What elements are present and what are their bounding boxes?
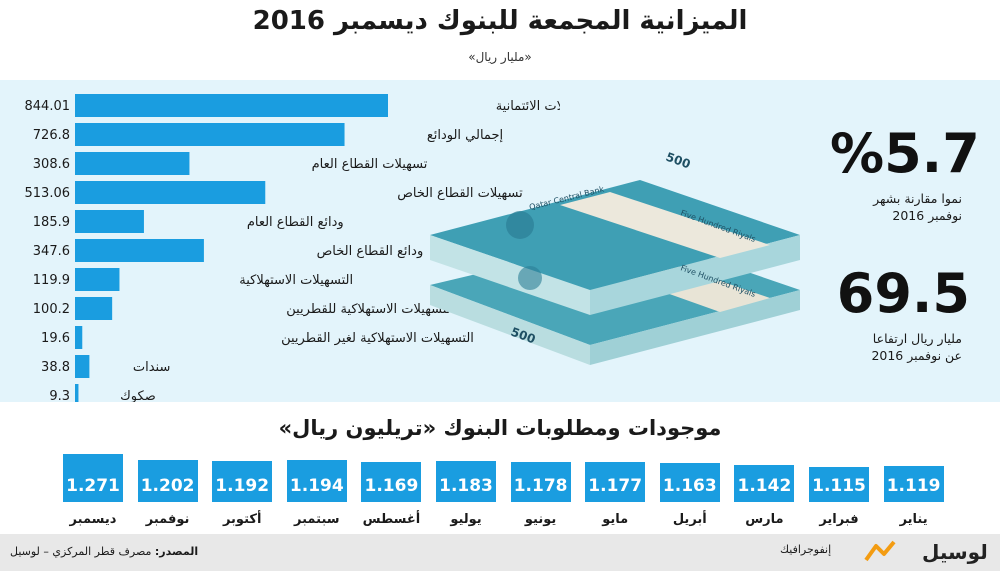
growth-percent-value: %5.7	[830, 122, 980, 185]
month-value-label: 1.192	[215, 475, 270, 496]
month-label: مايو	[602, 512, 629, 527]
month-label: يونيو	[524, 512, 557, 527]
monthly-assets-chart: 1.271 ديسمبر 1.202 نوفمبر 1.192 أكتوبر 1.194 سب…	[0, 452, 1000, 527]
brand-logo-text: لوسيل	[922, 540, 988, 564]
horizontal-bar-chart: 844.01 التسهيلات الائتمانية 726.8 إجمالي ال…	[25, 94, 560, 402]
bar-5	[75, 239, 204, 262]
month-value-box: 1.192	[212, 460, 273, 502]
source-text: مصرف قطر المركزي – لوسيل	[10, 545, 152, 558]
bar-1	[75, 123, 345, 146]
month-value-box: 1.119	[883, 466, 944, 502]
bar-category-label: تسهيلات القطاع العام	[312, 157, 428, 172]
bar-value-label: 513.06	[25, 186, 71, 201]
month-label: يناير	[899, 512, 928, 527]
lusail-logo-icon	[864, 540, 896, 562]
month-label: نوفمبر	[145, 512, 190, 527]
month-label: ديسمبر	[69, 512, 117, 527]
growth-caption-line-1: نموا مقارنة بشهر	[873, 191, 962, 206]
increase-caption-line-1: مليار ريال ارتفاعا	[872, 331, 962, 346]
bar-2	[75, 152, 190, 175]
month-value-box: 1.163	[659, 462, 720, 502]
month-value-label: 1.115	[812, 475, 866, 496]
bar-9	[75, 355, 90, 378]
increase-value: 69.5	[836, 262, 970, 325]
bar-category-label: إجمالي الودائع	[427, 128, 503, 143]
bar-value-label: 19.6	[41, 331, 70, 346]
bar-8	[75, 326, 83, 349]
month-value-box: 1.169	[361, 462, 422, 502]
growth-caption-line-2: نوفمبر 2016	[892, 208, 962, 223]
bar-value-label: 100.2	[33, 302, 70, 317]
page-title: الميزانية المجمعة للبنوك ديسمبر 2016	[252, 6, 748, 36]
bar-value-label: 308.6	[33, 157, 70, 172]
month-label: أكتوبر	[222, 512, 262, 527]
month-value-box: 1.271	[63, 454, 123, 502]
month-value-label: 1.202	[140, 475, 195, 496]
month-value-box: 1.194	[286, 460, 347, 502]
bar-value-label: 844.01	[25, 99, 71, 114]
month-value-label: 1.178	[513, 475, 568, 496]
bar-category-label: تسهيلات القطاع الخاص	[397, 186, 523, 201]
month-value-box: 1.177	[585, 461, 646, 502]
month-value-label: 1.177	[588, 475, 643, 496]
month-label: يوليو	[450, 512, 482, 527]
month-label: فبراير	[819, 512, 859, 527]
bar-6	[75, 268, 120, 291]
growth-caption: نموا مقارنة بشهر نوفمبر 2016	[820, 190, 962, 224]
month-label: أبريل	[672, 512, 707, 527]
month-value-label: 1.169	[364, 475, 419, 496]
source-note: المصدر: مصرف قطر المركزي – لوسيل	[10, 545, 198, 558]
bar-category-label: صكوك	[120, 389, 156, 402]
bar-category-label: التسهيلات الائتمانية	[496, 99, 560, 114]
bar-value-label: 38.8	[41, 360, 70, 375]
bar-value-label: 9.3	[49, 389, 70, 402]
source-label: المصدر:	[154, 545, 199, 558]
bar-10	[75, 384, 79, 402]
bar-value-label: 119.9	[33, 273, 70, 288]
month-label: مارس	[745, 512, 784, 527]
month-value-label: 1.183	[439, 475, 493, 496]
brand-infographic-label: إنفوجرافيك	[780, 543, 832, 556]
bar-0	[75, 94, 388, 117]
month-value-label: 1.194	[289, 475, 344, 496]
bar-value-label: 185.9	[33, 215, 70, 230]
bar-category-label: ودائع القطاع العام	[247, 215, 344, 230]
increase-caption-line-2: عن نوفمبر 2016	[871, 348, 962, 363]
month-value-box: 1.183	[436, 461, 496, 502]
month-value-box: 1.115	[809, 466, 869, 502]
month-value-box: 1.178	[510, 461, 571, 502]
increase-caption: مليار ريال ارتفاعا عن نوفمبر 2016	[820, 330, 962, 364]
page-subtitle: «مليار ريال»	[468, 50, 532, 64]
bar-category-label: التسهيلات الاستهلاكية	[239, 273, 353, 288]
bar-category-label: التسهيلات الاستهلاكية للقطريين	[286, 302, 454, 317]
bar-value-label: 726.8	[33, 128, 70, 143]
footer-bar	[0, 534, 1000, 571]
bar-7	[75, 297, 113, 320]
bar-3	[75, 181, 266, 204]
month-label: سبتمبر	[294, 512, 340, 527]
month-value-box: 1.202	[137, 459, 198, 502]
bar-category-label: ودائع القطاع الخاص	[317, 244, 424, 259]
month-value-box: 1.142	[734, 464, 795, 502]
banknote-stack-illustration: 500 Qatar Central Bank Five Hundred Riya…	[430, 150, 800, 365]
assets-section-title: موجودات ومطلوبات البنوك «تريليون ريال»	[278, 416, 722, 440]
month-label: أغسطس	[362, 512, 421, 527]
bar-category-label: سندات	[133, 360, 171, 375]
bar-category-label: التسهيلات الاستهلاكية لغير القطريين	[281, 331, 474, 346]
banknote-denomination-top: 500	[664, 150, 692, 172]
bar-value-label: 347.6	[33, 244, 70, 259]
month-value-label: 1.163	[662, 475, 717, 496]
month-value-label: 1.271	[66, 475, 120, 496]
month-value-label: 1.142	[737, 475, 792, 496]
month-value-label: 1.119	[886, 475, 941, 496]
bar-4	[75, 210, 144, 233]
